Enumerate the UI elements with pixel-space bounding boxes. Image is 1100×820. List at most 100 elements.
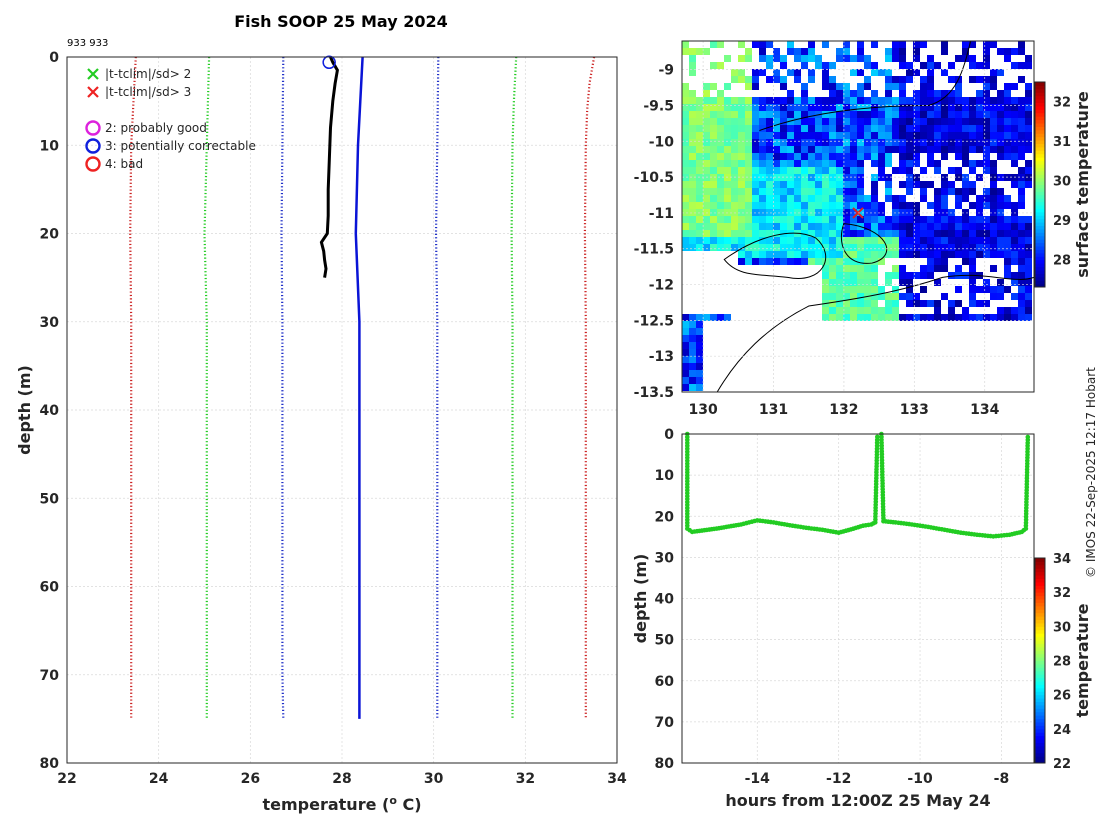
sst-cell (836, 244, 843, 251)
sst-cell (1018, 132, 1025, 139)
depth-track-segment (879, 431, 1031, 539)
sst-cell (689, 342, 696, 349)
sst-cell (1004, 48, 1011, 55)
x-tick-label: 24 (149, 771, 169, 787)
sst-cell (885, 83, 892, 90)
sst-cell (962, 195, 969, 202)
sst-colorbar-segment (1035, 82, 1045, 86)
sst-cell (941, 293, 948, 300)
sst-cell (836, 181, 843, 188)
sst-cell (724, 83, 731, 90)
sst-cell (892, 146, 899, 153)
sst-cell (745, 216, 752, 223)
sst-cell (920, 223, 927, 230)
sst-cell (871, 90, 878, 97)
sst-cell (759, 202, 766, 209)
sst-cell (1025, 244, 1032, 251)
sst-cell (780, 139, 787, 146)
sst-cell (808, 41, 815, 48)
sst-cell (927, 160, 934, 167)
sst-cell (906, 279, 913, 286)
sst-cell (822, 181, 829, 188)
sst-cell (871, 314, 878, 321)
sst-cell (773, 258, 780, 265)
map-x-tick-label: 134 (970, 402, 999, 418)
sst-cell (913, 118, 920, 125)
temp-colorbar-segment (1035, 684, 1045, 689)
sst-cell (948, 209, 955, 216)
sst-cell (990, 188, 997, 195)
sst-cell (780, 202, 787, 209)
sst-cell (871, 265, 878, 272)
sst-cell (787, 125, 794, 132)
sst-cell (941, 244, 948, 251)
sst-cell (1004, 55, 1011, 62)
sst-cell (906, 160, 913, 167)
sst-cell (976, 223, 983, 230)
sst-colorbar-segment (1035, 109, 1045, 114)
sst-cell (829, 258, 836, 265)
sst-cell (976, 244, 983, 251)
sst-cell (906, 272, 913, 279)
sst-cell (871, 146, 878, 153)
sst-cell (738, 69, 745, 76)
sst-cell (864, 258, 871, 265)
depth-track-point (875, 434, 880, 440)
sst-cell (885, 237, 892, 244)
sst-cell (885, 195, 892, 202)
sst-cell (927, 202, 934, 209)
sst-cell (1018, 258, 1025, 265)
sst-cell (864, 125, 871, 132)
sst-cell (703, 202, 710, 209)
sst-cell (787, 41, 794, 48)
sst-cell (864, 209, 871, 216)
sst-cell (773, 244, 780, 251)
sst-cell (948, 314, 955, 321)
sst-cell (997, 153, 1004, 160)
sst-cell (899, 209, 906, 216)
y-tick-label: 40 (40, 403, 60, 419)
temp-colorbar-segment (1035, 622, 1045, 627)
sst-cell (1018, 76, 1025, 83)
temp-colorbar-segment (1035, 650, 1045, 655)
sst-cell (983, 314, 990, 321)
sst-cell (829, 97, 836, 104)
sst-cell (731, 69, 738, 76)
sst-cell (934, 97, 941, 104)
sst-cell (766, 209, 773, 216)
sst-cell (710, 223, 717, 230)
sst-cell (808, 104, 815, 111)
sst-cell (885, 55, 892, 62)
sst-cell (801, 230, 808, 237)
temp-colorbar-segment (1035, 725, 1045, 730)
sst-cell (836, 307, 843, 314)
sst-cell (682, 97, 689, 104)
map-y-tick-label: -12.5 (634, 313, 674, 329)
imos-credit: © IMOS 22-Sep-2025 12:17 Hobart (1084, 367, 1098, 578)
sst-cell (878, 167, 885, 174)
sst-cell (899, 167, 906, 174)
sst-cell (857, 167, 864, 174)
sst-cell (794, 223, 801, 230)
sst-cell (822, 174, 829, 181)
sst-cell (759, 188, 766, 195)
sst-cell (836, 139, 843, 146)
sst-cell (885, 111, 892, 118)
sst-cell (906, 244, 913, 251)
sst-cell (843, 223, 850, 230)
sst-cell (682, 314, 689, 321)
sst-cell (1018, 279, 1025, 286)
sst-cell (934, 62, 941, 69)
sst-cell (696, 111, 703, 118)
sst-cell (794, 216, 801, 223)
sst-cell (745, 55, 752, 62)
sst-cell (745, 251, 752, 258)
sst-cell (941, 314, 948, 321)
sst-cell (871, 139, 878, 146)
sst-colorbar-tick: 29 (1053, 214, 1071, 229)
sst-cell (759, 48, 766, 55)
sst-cell (920, 125, 927, 132)
sst-cell (766, 223, 773, 230)
sst-cell (717, 223, 724, 230)
